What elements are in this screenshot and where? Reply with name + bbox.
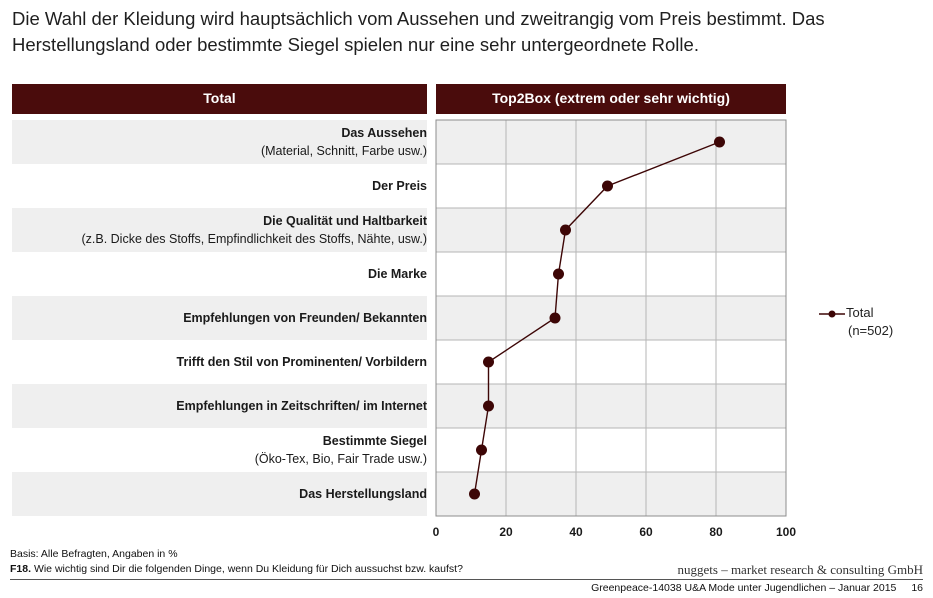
data-point — [714, 136, 725, 148]
legend-marker-icon — [819, 310, 845, 318]
footnote-question: F18. Wie wichtig sind Dir die folgenden … — [10, 563, 463, 575]
study-info: Greenpeace-14038 U&A Mode unter Jugendli… — [591, 582, 923, 594]
category-label: Der Preis — [372, 179, 427, 193]
x-tick-label: 20 — [499, 525, 513, 539]
legend: Total (n=502) — [818, 304, 893, 340]
data-point — [476, 444, 487, 456]
category-row-qualitaet: Die Qualität und Haltbarkeit (z.B. Dicke… — [12, 208, 427, 252]
category-label: Das Herstellungsland — [299, 487, 427, 501]
headline: Die Wahl der Kleidung wird hauptsächlich… — [12, 8, 825, 55]
category-row-zeitschriften: Empfehlungen in Zeitschriften/ im Intern… — [12, 384, 427, 428]
question-code: F18. — [10, 563, 32, 575]
row-band — [436, 120, 786, 164]
category-label: Das Aussehen — [341, 126, 427, 140]
data-point — [483, 356, 494, 368]
category-sublabel: (Material, Schnitt, Farbe usw.) — [260, 144, 427, 158]
x-tick-label: 40 — [569, 525, 583, 539]
header-total-underline — [12, 112, 427, 114]
study-name: Greenpeace-14038 U&A Mode unter Jugendli… — [591, 582, 897, 594]
row-band — [436, 384, 786, 428]
x-tick-label: 0 — [433, 525, 440, 539]
category-label: Empfehlungen von Freunden/ Bekannten — [183, 311, 427, 325]
plot-border — [435, 119, 787, 517]
category-row-aussehen: Das Aussehen (Material, Schnitt, Farbe u… — [12, 120, 427, 164]
data-point — [560, 224, 571, 236]
data-point — [483, 400, 494, 412]
category-label: Trifft den Stil von Prominenten/ Vorbild… — [176, 355, 427, 369]
category-sublabel: (Öko-Tex, Bio, Fair Trade usw.) — [254, 452, 427, 466]
category-row-preis: Der Preis — [12, 164, 427, 208]
data-point — [553, 268, 564, 280]
category-row-freunde: Empfehlungen von Freunden/ Bekannten — [12, 296, 427, 340]
dot-plot-chart: 0 20 40 60 80 100 — [433, 119, 796, 539]
company-name: nuggets – market research & consulting G… — [677, 562, 924, 577]
data-point — [469, 488, 480, 500]
category-sublabel: (z.B. Dicke des Stoffs, Empfindlichkeit … — [81, 232, 427, 246]
data-point — [602, 180, 613, 192]
header-total: Total — [12, 84, 427, 112]
category-row-prominente: Trifft den Stil von Prominenten/ Vorbild… — [12, 340, 427, 384]
row-band — [436, 296, 786, 340]
row-band — [436, 208, 786, 252]
category-label: Bestimmte Siegel — [322, 434, 427, 448]
category-label: Die Marke — [367, 267, 427, 281]
question-text: Wie wichtig sind Dir die folgenden Dinge… — [33, 563, 463, 575]
category-row-marke: Die Marke — [12, 252, 427, 296]
category-row-herstellungsland: Das Herstellungsland — [12, 472, 427, 516]
page-number: 16 — [911, 582, 923, 594]
x-tick-label: 60 — [639, 525, 653, 539]
category-row-siegel: Bestimmte Siegel (Öko-Tex, Bio, Fair Tra… — [12, 428, 427, 472]
row-band — [436, 472, 786, 516]
footnote-basis: Basis: Alle Befragten, Angaben in % — [10, 548, 178, 560]
x-tick-label: 80 — [709, 525, 723, 539]
footer-divider — [10, 579, 923, 580]
header-top2box: Top2Box (extrem oder sehr wichtig) — [436, 84, 786, 112]
category-label: Die Qualität und Haltbarkeit — [263, 214, 427, 228]
category-label: Empfehlungen in Zeitschriften/ im Intern… — [176, 399, 427, 413]
data-point — [549, 312, 561, 324]
legend-sample-size: (n=502) — [848, 323, 894, 338]
x-tick-label: 100 — [776, 525, 796, 539]
legend-series-name: Total — [846, 305, 874, 320]
header-top2box-underline — [436, 112, 786, 114]
